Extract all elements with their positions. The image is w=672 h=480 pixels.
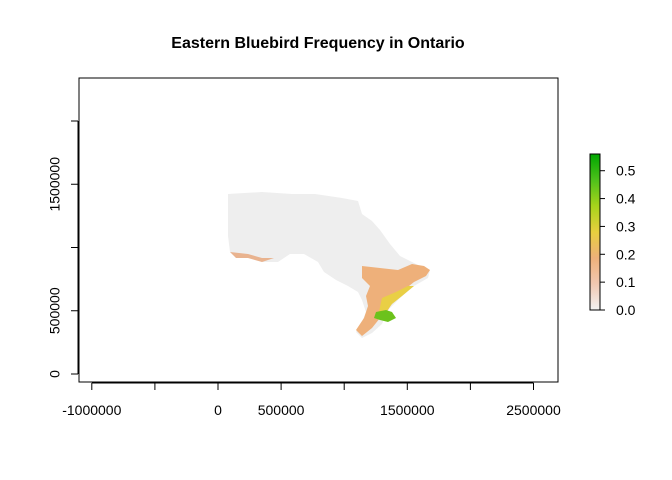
legend-tick-label: 0.5 <box>616 163 636 179</box>
southern-ontario-mid-band <box>378 286 414 316</box>
legend-ticks: 0.0 0.1 0.2 0.3 0.4 0.5 <box>600 163 636 318</box>
x-tick-label: 2500000 <box>506 402 561 418</box>
y-tick-label: 0 <box>47 370 63 378</box>
legend-tick-label: 0.2 <box>616 246 636 262</box>
map-title: Eastern Bluebird Frequency in Ontario <box>171 35 465 52</box>
x-axis: -1000000 0 500000 1500000 2500000 <box>62 382 561 418</box>
y-tick-label: 500000 <box>47 287 63 334</box>
ontario-low-frequency-region <box>228 192 430 338</box>
y-tick-label: 1500000 <box>47 157 63 212</box>
x-tick-label: 500000 <box>258 402 305 418</box>
legend-tick-label: 0.3 <box>616 218 636 234</box>
x-tick-label: -1000000 <box>62 402 121 418</box>
x-tick-label: 0 <box>214 402 222 418</box>
legend-color-bar <box>589 153 601 311</box>
plot-frame <box>78 77 559 383</box>
y-axis: 0 500000 1500000 <box>47 120 79 378</box>
southern-ontario-high-band <box>374 310 396 322</box>
color-legend: 0.0 0.1 0.2 0.3 0.4 0.5 <box>589 153 636 318</box>
legend-tick-label: 0.0 <box>616 302 636 318</box>
x-tick-label: 1500000 <box>380 402 435 418</box>
lake-superior-shore-band <box>230 252 274 262</box>
legend-tick-label: 0.1 <box>616 274 636 290</box>
legend-tick-label: 0.4 <box>616 191 636 207</box>
ontario-frequency-map <box>228 192 430 338</box>
